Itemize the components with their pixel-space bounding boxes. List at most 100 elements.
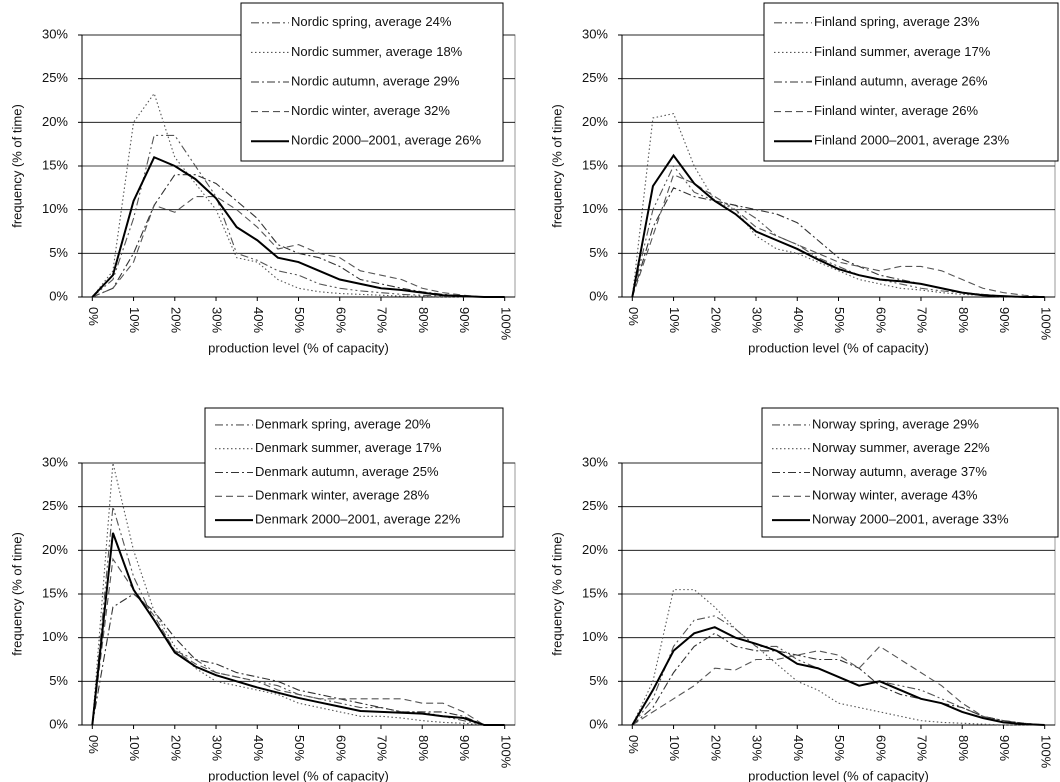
y-tick-label: 0% (49, 288, 68, 303)
series-line (631, 615, 1045, 726)
legend-label: Denmark summer, average 17% (255, 440, 442, 455)
x-tick-label: 30% (750, 307, 765, 333)
series-line (631, 632, 1045, 726)
x-axis-label: production level (% of capacity) (208, 340, 389, 355)
y-axis-label: frequency (% of time) (549, 104, 564, 228)
x-tick-label: 100% (1038, 735, 1053, 769)
legend-label: Norway winter, average 43% (812, 488, 978, 503)
legend-label: Norway autumn, average 37% (812, 464, 987, 479)
x-tick-label: 0% (86, 735, 101, 754)
series-line (91, 155, 505, 298)
legend-label: Norway summer, average 22% (812, 440, 990, 455)
series-line (631, 173, 1045, 298)
x-tick-label: 30% (750, 735, 765, 761)
y-tick-label: 10% (582, 201, 608, 216)
y-tick-label: 25% (42, 70, 68, 85)
x-tick-label: 70% (915, 735, 930, 761)
series-line (91, 557, 505, 726)
x-tick-label: 10% (667, 307, 682, 333)
x-tick-label: 50% (832, 307, 847, 333)
legend-label: Denmark autumn, average 25% (255, 464, 439, 479)
x-tick-label: 50% (832, 735, 847, 761)
legend-label: Finland spring, average 23% (814, 14, 980, 29)
y-tick-label: 0% (589, 716, 608, 731)
series-line (631, 626, 1045, 726)
x-tick-label: 40% (251, 307, 266, 333)
series-line (631, 164, 1045, 298)
series-line (92, 196, 505, 298)
y-tick-label: 10% (582, 629, 608, 644)
x-tick-label: 80% (416, 735, 431, 761)
x-tick-label: 100% (498, 735, 513, 769)
x-tick-label: 20% (708, 307, 723, 333)
series-line (91, 134, 505, 298)
legend-label: Nordic summer, average 18% (291, 44, 463, 59)
x-tick-label: 100% (498, 307, 513, 341)
legend-label: Finland summer, average 17% (814, 44, 991, 59)
series-line (92, 174, 505, 298)
y-tick-label: 10% (42, 201, 68, 216)
x-tick-label: 60% (873, 307, 888, 333)
legend-box (761, 407, 1059, 538)
x-tick-label: 10% (127, 735, 142, 761)
legend-label: Denmark winter, average 28% (255, 488, 430, 503)
y-axis-label: frequency (% of time) (9, 104, 24, 228)
legend-label: Nordic spring, average 24% (291, 14, 452, 29)
legend-label: Nordic 2000–2001, average 26% (291, 133, 482, 148)
y-tick-label: 25% (582, 70, 608, 85)
x-tick-label: 20% (168, 735, 183, 761)
y-tick-label: 20% (582, 114, 608, 129)
series-line (631, 187, 1045, 298)
x-tick-label: 20% (708, 735, 723, 761)
panel: 0% 5% 10% 15% 20% 25% 30% 0% 10% 20% 30% 40% 50% 60% 7… (9, 407, 516, 782)
y-tick-label: 20% (42, 542, 68, 557)
y-tick-label: 5% (49, 245, 68, 260)
x-tick-label: 70% (375, 735, 390, 761)
x-tick-label: 0% (626, 307, 641, 326)
series-line (91, 462, 505, 726)
x-tick-label: 90% (457, 735, 472, 761)
y-tick-label: 15% (582, 585, 608, 600)
x-tick-label: 0% (86, 307, 101, 326)
x-tick-label: 30% (210, 307, 225, 333)
panel: 0% 5% 10% 15% 20% 25% 30% 0% 10% 20% 30% 40% 50% 60% 7… (9, 2, 516, 355)
x-tick-label: 50% (292, 735, 307, 761)
series-line (631, 153, 1045, 298)
legend-label: Nordic winter, average 32% (291, 103, 450, 118)
y-tick-label: 30% (42, 26, 68, 41)
y-tick-label: 30% (582, 454, 608, 469)
legend-label: Nordic autumn, average 29% (291, 73, 460, 88)
y-tick-label: 15% (42, 157, 68, 172)
y-tick-label: 5% (49, 673, 68, 688)
y-tick-label: 20% (42, 114, 68, 129)
legend-label: Denmark 2000–2001, average 22% (255, 512, 461, 527)
x-tick-label: 30% (210, 735, 225, 761)
y-tick-label: 30% (582, 26, 608, 41)
x-tick-label: 20% (168, 307, 183, 333)
y-axis-label: frequency (% of time) (9, 532, 24, 656)
panel: 0% 5% 10% 15% 20% 25% 30% 0% 10% 20% 30% 40% 50% 60% 7… (549, 2, 1059, 355)
x-tick-label: 100% (1038, 307, 1053, 341)
series-line (91, 593, 505, 726)
legend: Nordic spring, average 24% Nordic summer,… (240, 2, 504, 162)
legend-label: Finland winter, average 26% (814, 103, 978, 118)
legend-box (763, 2, 1059, 162)
series-line (631, 589, 1045, 726)
legend: Norway spring, average 29% Norway summer,… (761, 407, 1059, 538)
x-tick-label: 60% (873, 735, 888, 761)
x-tick-label: 80% (956, 307, 971, 333)
x-tick-label: 60% (333, 735, 348, 761)
legend: Finland spring, average 23% Finland summe… (763, 2, 1059, 162)
x-tick-label: 40% (791, 307, 806, 333)
x-tick-label: 50% (292, 307, 307, 333)
y-tick-label: 5% (589, 245, 608, 260)
y-axis-label: frequency (% of time) (549, 532, 564, 656)
legend-label: Denmark spring, average 20% (255, 416, 431, 431)
x-tick-label: 60% (333, 307, 348, 333)
x-tick-label: 40% (251, 735, 266, 761)
legend: Denmark spring, average 20% Denmark summe… (204, 407, 504, 538)
x-tick-label: 0% (626, 735, 641, 754)
x-tick-label: 80% (956, 735, 971, 761)
y-tick-label: 0% (589, 288, 608, 303)
